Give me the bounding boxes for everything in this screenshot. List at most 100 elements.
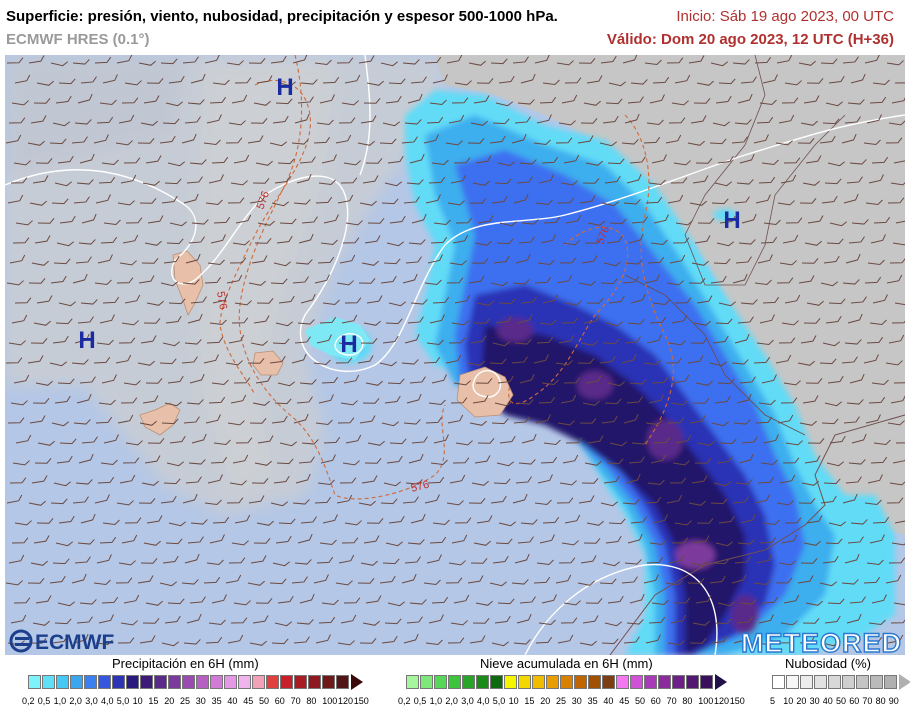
wind-barb-icon [271,415,288,424]
wind-barb-icon [626,619,644,625]
wind-barb-icon [380,61,399,67]
wind-barb-icon [226,274,243,284]
wind-barb-icon [690,560,708,566]
wind-barb-icon [777,200,795,206]
wind-barb-icon [181,356,198,364]
wind-barb-icon [248,495,265,504]
wind-barb-icon [431,374,447,384]
wind-barb-icon [116,277,134,284]
wind-barb-icon [579,417,597,424]
wind-barb-icon [806,77,824,84]
wind-barb-icon [407,93,423,104]
wind-barb-icon [95,194,111,204]
wind-barb-icon [120,174,137,184]
wind-barb-icon [558,557,576,564]
wind-barb-icon [497,375,514,384]
wind-barb-icon [542,294,558,304]
wind-barb-icon [57,155,74,164]
wind-barb-icon [519,373,535,384]
wind-barb-icon [319,94,335,104]
wind-barb-icon [445,354,462,364]
wind-barb-icon [360,115,377,124]
wind-barb-icon [784,517,802,524]
wind-barb-icon [562,240,580,246]
wind-barb-icon [36,80,54,86]
wind-barb-icon [555,137,573,144]
wind-barb-icon [761,159,779,165]
wind-barb-icon [841,579,859,585]
wind-barb-icon [785,440,803,446]
wind-barb-icon [343,597,361,604]
wind-barb-icon [513,416,530,424]
coastline [609,414,905,655]
wind-barb-icon [184,553,200,564]
wind-barb-icon [162,341,181,347]
wind-barb-icon [213,439,231,445]
wind-barb-icon [846,399,864,405]
wind-barb-icon [14,74,31,84]
wind-barb-icon [518,236,535,244]
precip-legend-tick: 10 [132,696,143,706]
wind-barb-icon [58,78,76,85]
wind-barb-icon [563,154,580,164]
ecmwf-logo: ECMWF [9,629,114,654]
wind-barb-icon [448,114,465,124]
wind-barb-icon [79,376,96,384]
wind-barb-icon [849,596,866,604]
wind-barb-icon [402,59,420,65]
wind-barb-icon [823,255,840,264]
wind-barb-icon [739,153,755,164]
wind-barb-icon [188,459,206,465]
wind-barb-icon [623,636,640,644]
wind-barb-icon [731,136,748,144]
wind-barb-icon [145,155,162,164]
wind-barb-icon [606,458,624,465]
wind-barb-icon [206,336,224,344]
wind-barb-icon [511,356,528,364]
wind-barb-icon [848,459,866,465]
wind-barb-icon [73,196,90,204]
wind-barb-icon [541,156,559,164]
wind-barb-icon [668,340,686,346]
precip-legend-tick: 80 [306,696,317,706]
wind-barb-icon [184,339,202,345]
isobars [5,55,905,655]
wind-barb-icon [667,417,685,424]
wind-barb-icon [384,395,401,404]
wind-barb-icon [401,359,419,365]
wind-barb-icon [406,616,423,624]
wind-barb-icon [783,380,801,386]
wind-barb-icon [123,157,141,164]
wind-barb-icon [273,475,290,484]
wind-barb-icon [211,594,227,604]
high-label-3: H [78,327,95,354]
wind-barb-icon [269,141,288,147]
wind-barbs [5,55,905,647]
wind-barb-icon [208,396,226,404]
wind-barb-icon [697,440,715,446]
wind-barb-icon [781,320,799,326]
wind-barb-icon [719,438,737,445]
wind-barb-icon [359,637,377,644]
wind-barb-icon [251,477,269,484]
cloud-legend-arrow-icon [899,674,910,690]
ecmwf-logo-icon [9,629,33,653]
wind-barb-icon [785,217,803,224]
wind-barb-icon [189,596,206,604]
precip-legend-swatch [28,675,41,689]
cloud-legend-swatch [870,675,883,689]
wind-barb-icon [455,440,473,446]
wind-barb-icon [494,401,513,407]
wind-barb-icon [717,155,734,164]
wind-barb-icon [340,400,358,406]
wind-barb-icon [691,260,709,266]
wind-barb-icon [380,275,397,284]
wind-barb-icon [799,197,817,204]
wind-barb-icon [164,178,182,185]
wind-barb-icon [428,176,446,184]
snow-legend-tick: 60 [650,696,661,706]
precip-legend-tick: 30 [195,696,206,706]
meteored-logo: METEORED [741,628,902,655]
wind-barb-icon [740,76,757,84]
wind-barb-icon [234,514,251,524]
